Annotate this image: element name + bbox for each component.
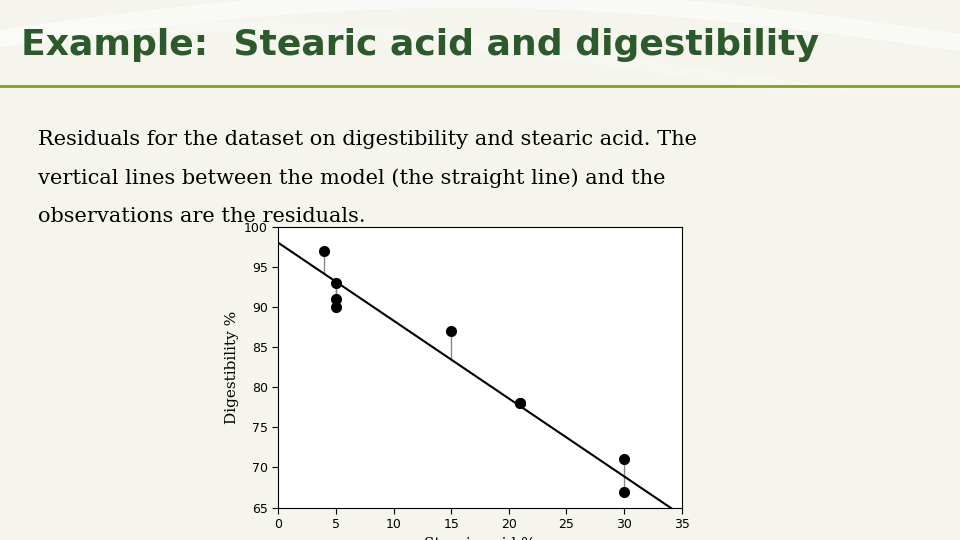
Point xyxy=(328,279,344,287)
Point xyxy=(328,303,344,312)
Point xyxy=(616,455,632,464)
Text: vertical lines between the model (the straight line) and the: vertical lines between the model (the st… xyxy=(38,168,666,188)
Point xyxy=(317,247,332,255)
Text: Residuals for the dataset on digestibility and stearic acid. The: Residuals for the dataset on digestibili… xyxy=(38,130,697,148)
Point xyxy=(513,399,528,408)
Point xyxy=(444,327,459,335)
Text: observations are the residuals.: observations are the residuals. xyxy=(38,207,366,226)
Point xyxy=(513,399,528,408)
Point xyxy=(616,487,632,496)
X-axis label: Stearic acid %: Stearic acid % xyxy=(424,537,536,540)
Point xyxy=(328,295,344,303)
Text: Example:  Stearic acid and digestibility: Example: Stearic acid and digestibility xyxy=(21,28,819,62)
Y-axis label: Digestibility %: Digestibility % xyxy=(225,310,238,424)
